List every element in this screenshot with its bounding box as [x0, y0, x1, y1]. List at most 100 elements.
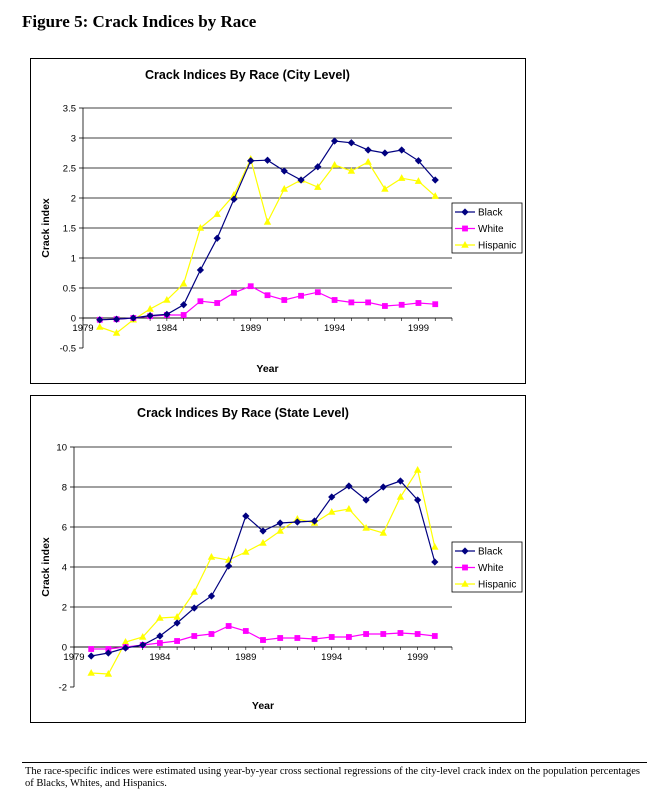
- chart2-point-hispanic: [396, 492, 405, 500]
- chart2-point-hispanic: [413, 465, 422, 473]
- chart1-point-hispanic: [163, 295, 171, 303]
- chart1-legend-label-white: White: [478, 224, 504, 235]
- chart1-y-tick-label: 1.5: [63, 224, 76, 235]
- chart2-point-white: [346, 634, 352, 640]
- chart1-y-tick-label: 3: [71, 134, 76, 145]
- chart1-point-hispanic: [347, 166, 356, 174]
- chart2-point-black: [156, 632, 164, 640]
- chart2-x-tick-label: 1989: [235, 652, 256, 663]
- footnote-divider: [22, 762, 647, 763]
- chart1-point-black: [263, 156, 272, 164]
- chart2-y-tick-label: -2: [59, 683, 67, 694]
- chart2-point-black: [139, 641, 147, 649]
- chart2-point-white: [431, 633, 438, 639]
- chart2-y-axis-label: Crack index: [40, 537, 52, 597]
- chart1-point-black: [347, 139, 355, 147]
- chart1-legend-label-hispanic: Hispanic: [478, 241, 516, 252]
- chart1-legend-marker-hispanic: [461, 240, 469, 248]
- chart2-point-white: [414, 631, 421, 637]
- chart1-x-tick-label: 1984: [156, 323, 177, 334]
- chart2-point-white: [88, 646, 95, 652]
- chart1-point-white: [214, 300, 221, 306]
- chart2-point-black: [190, 604, 198, 612]
- chart2-point-white: [174, 638, 180, 644]
- chart1-legend-label-black: Black: [478, 208, 503, 219]
- chart2-point-black: [207, 592, 216, 600]
- chart1-point-white: [382, 303, 388, 309]
- chart2-title: Crack Indices By Race (State Level): [137, 406, 349, 420]
- chart1-y-axis-label: Crack index: [40, 198, 52, 258]
- chart1-point-black: [431, 176, 439, 184]
- chart2-point-black: [173, 619, 181, 627]
- figure-title: Figure 5: Crack Indices by Race: [22, 12, 257, 31]
- chart2-point-white: [328, 634, 335, 640]
- chart2-point-black: [431, 558, 439, 566]
- chart2-point-white: [397, 630, 404, 636]
- chart1-point-black: [146, 311, 154, 320]
- chart2-x-tick-label: 1999: [407, 652, 428, 663]
- chart2-point-white: [260, 637, 266, 643]
- chart1-point-white: [231, 289, 237, 296]
- chart1-y-tick-label: 1: [71, 254, 76, 265]
- chart2-legend-label-white: White: [478, 563, 504, 574]
- chart1-point-hispanic: [196, 223, 205, 231]
- chart2-point-hispanic: [431, 542, 439, 550]
- chart1-point-black: [381, 149, 389, 157]
- chart2-series-black: [87, 477, 439, 660]
- chart2-point-white: [311, 636, 318, 642]
- chart1-y-tick-label: 2.5: [63, 164, 76, 175]
- chart2-point-black: [121, 644, 130, 652]
- chart1-x-axis-label: Year: [256, 363, 278, 375]
- chart1-x-tick-label: 1979: [72, 323, 93, 334]
- chart2-legend-label-hispanic: Hispanic: [478, 580, 516, 591]
- chart1-point-white: [247, 283, 254, 290]
- chart2-point-white: [157, 640, 163, 646]
- chart2-point-hispanic: [156, 613, 164, 621]
- chart2-legend-label-black: Black: [478, 547, 503, 558]
- chart1-point-white: [298, 292, 304, 299]
- chart2-point-white: [363, 631, 369, 637]
- chart2-point-hispanic: [379, 528, 387, 536]
- chart2-y-tick-label: 10: [56, 443, 67, 454]
- city-level-chart-svg: Crack Indices By Race (City Level) -0.5 0 0…: [40, 68, 523, 375]
- chart1-point-white: [331, 297, 338, 303]
- chart2-legend-marker-hispanic: [461, 579, 469, 587]
- chart1-point-black: [180, 301, 188, 309]
- chart1-point-hispanic: [96, 322, 104, 330]
- chart1-point-black: [163, 310, 171, 319]
- chart2-point-black: [328, 493, 336, 501]
- chart1-point-white: [180, 312, 187, 318]
- chart2-point-white: [208, 631, 215, 637]
- chart1-point-hispanic: [112, 328, 121, 336]
- chart2-point-hispanic: [345, 504, 353, 512]
- chart2-line-black: [91, 480, 436, 657]
- chart2-point-black: [379, 483, 387, 491]
- chart1-point-hispanic: [280, 184, 288, 192]
- chart2-point-hispanic: [276, 526, 284, 534]
- chart2-point-black: [345, 482, 353, 490]
- chart1-point-black: [414, 157, 423, 165]
- chart2-legend-marker-black: [461, 547, 469, 555]
- chart1-point-black: [129, 314, 137, 322]
- chart1-point-hispanic: [213, 210, 221, 217]
- chart1-point-black: [213, 234, 221, 242]
- chart1-x-tick-label: 1994: [324, 323, 345, 334]
- chart1-point-hispanic: [381, 184, 389, 192]
- chart2-point-hispanic: [362, 523, 370, 531]
- chart2-point-black: [396, 477, 405, 485]
- chart2-point-black: [414, 496, 422, 504]
- chart1-point-black: [398, 146, 406, 154]
- chart1-point-black: [330, 137, 339, 145]
- chart1-x-tick-label: 1989: [240, 323, 261, 334]
- chart2-point-white: [277, 635, 284, 641]
- chart2-point-black: [104, 649, 112, 657]
- chart1-point-white: [365, 299, 372, 306]
- chart1-point-hispanic: [330, 160, 339, 168]
- chart1-point-hispanic: [431, 192, 439, 199]
- chart2-point-black: [293, 518, 301, 526]
- chart2-point-white: [191, 633, 198, 639]
- chart2-point-black: [225, 562, 233, 570]
- chart2-point-white: [242, 628, 249, 634]
- chart1-point-white: [398, 301, 405, 308]
- chart2-x-tick-label: 1979: [63, 652, 84, 663]
